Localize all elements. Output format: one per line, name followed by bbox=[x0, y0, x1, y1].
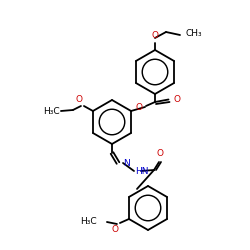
Text: CH₃: CH₃ bbox=[185, 30, 202, 38]
Text: O: O bbox=[76, 95, 83, 104]
Text: O: O bbox=[152, 32, 158, 40]
Text: H₃C: H₃C bbox=[43, 106, 60, 116]
Text: N: N bbox=[123, 158, 130, 168]
Text: O: O bbox=[112, 225, 119, 234]
Text: O: O bbox=[156, 149, 164, 158]
Text: HN: HN bbox=[135, 166, 148, 175]
Text: O: O bbox=[173, 96, 180, 104]
Text: H₃C: H₃C bbox=[80, 218, 97, 226]
Text: O: O bbox=[136, 102, 143, 112]
